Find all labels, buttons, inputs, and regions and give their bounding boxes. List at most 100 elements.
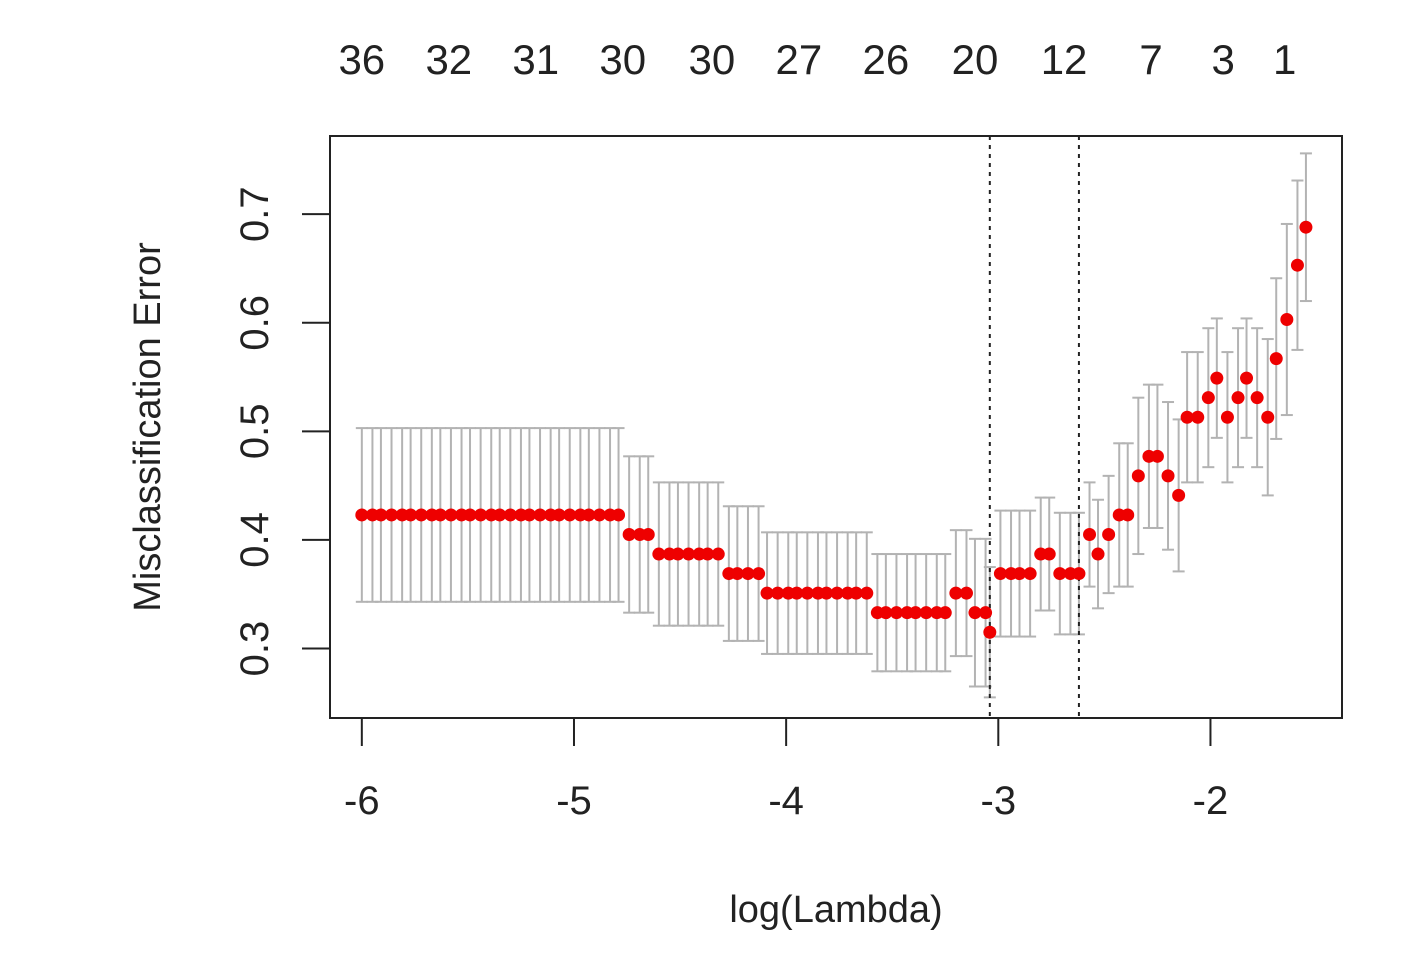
data-point [1131,469,1145,483]
data-point [1161,469,1175,483]
top-axis-label: 30 [689,36,736,83]
data-point [563,508,577,522]
data-point [1269,352,1283,366]
data-point [433,508,447,522]
data-point [919,606,933,620]
data-point [760,586,774,600]
data-point [983,625,997,639]
top-axis-label: 12 [1041,36,1088,83]
data-point [1023,567,1037,581]
data-point [1102,527,1116,541]
data-point [730,567,744,581]
data-point [385,508,399,522]
top-axis-label: 32 [425,36,472,83]
data-point [404,508,418,522]
data-point [1013,567,1027,581]
data-point [1180,410,1194,424]
data-point [800,586,814,600]
data-point [414,508,428,522]
top-axis-label: 20 [952,36,999,83]
data-point [1150,449,1164,463]
data-point [1280,313,1294,327]
y-axis: 0.3 0.4 0.5 0.6 0.7 [233,186,331,677]
data-point [752,567,766,581]
data-point [592,508,606,522]
data-point [993,567,1007,581]
data-point [1072,567,1086,581]
data-point [1091,547,1105,561]
data-point [1121,508,1135,522]
data-point [959,586,973,600]
data-point [771,586,785,600]
y-tick-label: 0.4 [233,512,277,568]
data-point [879,606,893,620]
data-point [860,586,874,600]
points-group [355,220,1313,639]
data-point [474,508,488,522]
x-tick-label: -5 [556,779,592,823]
top-axis-label: 36 [338,36,385,83]
data-point [552,508,566,522]
y-axis-label: Misclassification Error [127,242,169,612]
x-tick-label: -3 [981,779,1017,823]
x-tick-label: -2 [1193,779,1229,823]
data-point [1240,371,1254,385]
data-point [493,508,507,522]
data-point [1053,567,1067,581]
data-point [1220,410,1234,424]
data-point [1261,410,1275,424]
top-axis-label: 31 [512,36,559,83]
y-tick-label: 0.5 [233,404,277,460]
data-point [444,508,458,522]
data-point [503,508,517,522]
data-point [1172,488,1186,502]
data-point [1231,391,1245,405]
data-point [909,606,923,620]
data-point [671,547,685,561]
data-point [949,586,963,600]
data-point [701,547,715,561]
data-point [979,606,993,620]
data-point [1191,410,1205,424]
y-tick-label: 0.3 [233,621,277,677]
data-point [522,508,536,522]
data-point [374,508,388,522]
y-tick-label: 0.7 [233,186,277,242]
data-point [355,508,369,522]
top-axis-label: 30 [599,36,646,83]
data-point [711,547,725,561]
data-point [889,606,903,620]
data-point [582,508,596,522]
data-point [533,508,547,522]
top-axis-label: 7 [1139,36,1162,83]
data-point [819,586,833,600]
data-point [1042,547,1056,561]
data-point [612,508,626,522]
vlines-group [988,136,1080,718]
data-point [1210,371,1224,385]
data-point [652,547,666,561]
data-point [1290,258,1304,272]
y-tick-label: 0.6 [233,295,277,351]
top-axis: 36 32 31 30 30 27 26 20 12 7 3 1 [338,36,1296,83]
data-point [968,606,982,620]
data-point [1201,391,1215,405]
data-point [641,527,655,541]
top-axis-label: 3 [1212,36,1235,83]
data-point [1083,527,1097,541]
x-tick-label: -4 [768,779,804,823]
top-axis-label: 27 [776,36,823,83]
data-point [741,567,755,581]
x-tick-label: -6 [344,779,380,823]
top-axis-label: 26 [862,36,909,83]
data-point [1250,391,1264,405]
data-point [622,527,636,541]
data-point [938,606,952,620]
x-axis-label: log(Lambda) [729,889,942,931]
data-point [849,586,863,600]
x-axis: -6 -5 -4 -3 -2 [344,717,1229,823]
data-point [830,586,844,600]
top-axis-label: 1 [1273,36,1296,83]
